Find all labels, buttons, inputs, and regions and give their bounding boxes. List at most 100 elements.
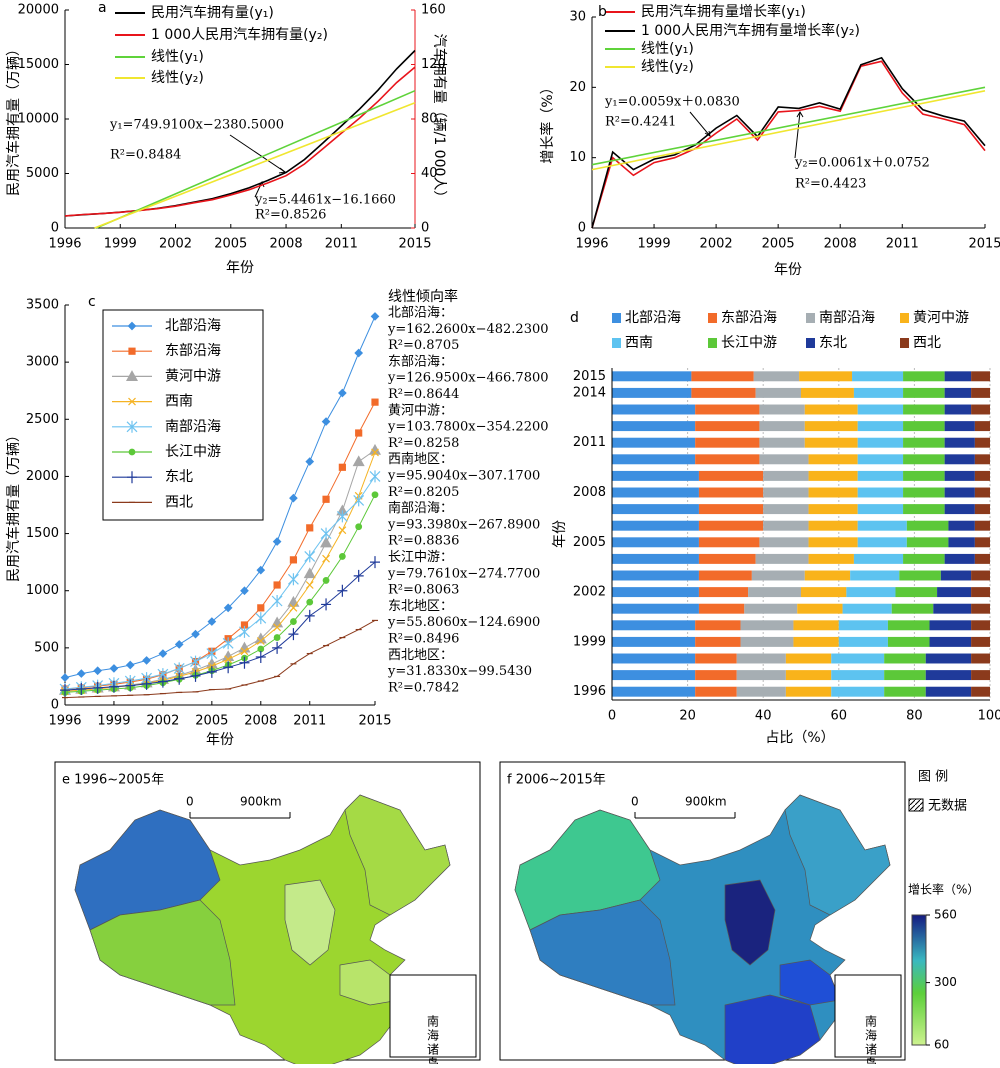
marker — [273, 634, 281, 641]
bar-segment — [971, 587, 990, 598]
bar-segment — [884, 686, 926, 697]
bar-segment — [850, 570, 900, 581]
panel-letter: b — [598, 4, 607, 20]
legend-swatch — [612, 313, 621, 323]
marker — [158, 649, 168, 658]
x-tick-label: 2008 — [244, 714, 277, 729]
annotation: y₂=5.4461x−16.1660 — [254, 193, 396, 208]
bar-segment — [971, 620, 990, 631]
marker — [174, 672, 185, 685]
x-tick-label: 2005 — [762, 237, 795, 252]
marker — [191, 629, 200, 639]
scale-distance: 900km — [685, 795, 727, 809]
marker — [92, 681, 103, 694]
legend-label: 南部沿海 — [165, 419, 221, 435]
bar-segment — [971, 686, 990, 697]
bar-segment — [698, 537, 760, 548]
bar-segment — [944, 470, 975, 481]
x-tick-label: 2002 — [700, 237, 733, 252]
marker — [76, 669, 86, 678]
y2-tick-label: 0 — [421, 221, 429, 236]
y-tick-label: 2015 — [573, 369, 606, 384]
y-tick-label: 500 — [34, 640, 59, 655]
bar-segment — [736, 653, 786, 664]
marker — [256, 565, 266, 575]
legend-label: 黄河中游 — [165, 367, 221, 384]
bar-segment — [759, 404, 805, 415]
series-line — [591, 90, 986, 171]
map-f — [499, 761, 906, 1068]
legend-label: 线性(y₁) — [151, 49, 204, 65]
marker — [370, 556, 380, 569]
fit-line: y=31.8330x−99.5430 — [387, 664, 532, 679]
bar-segment — [857, 537, 907, 548]
bar-segment — [974, 437, 990, 448]
series-line — [64, 476, 376, 690]
legend-label: 民用汽车拥有量(y₁) — [151, 4, 274, 21]
fit-line: 东部沿海： — [388, 354, 453, 369]
legend-label: 北部沿海 — [625, 310, 681, 326]
marker — [128, 397, 136, 406]
marker — [287, 573, 299, 586]
legend-label: 线性(y₁) — [641, 41, 694, 57]
y-tick-label: 0 — [51, 221, 59, 236]
marker — [127, 471, 137, 484]
bar-segment — [857, 504, 904, 515]
marker — [272, 537, 282, 546]
legend-swatch — [806, 313, 815, 323]
bar-segment — [785, 670, 832, 681]
x-axis-label: 年份 — [226, 260, 254, 276]
marker — [353, 494, 365, 507]
x-tick-label: 40 — [755, 709, 772, 724]
bar-segment — [808, 504, 858, 515]
marker — [125, 679, 136, 692]
bar-segment — [903, 404, 945, 415]
bar-segment — [906, 520, 949, 531]
marker — [60, 684, 70, 697]
panel-letter: c — [88, 294, 96, 310]
series-line — [64, 49, 416, 217]
marker — [206, 665, 217, 678]
bar-segment — [903, 437, 945, 448]
bar-segment — [899, 570, 941, 581]
bar-segment — [857, 520, 907, 531]
marker — [337, 584, 348, 597]
map-title: e 1996~2005年 — [62, 773, 164, 788]
annotation: y₁=749.9100x−2380.5000 — [109, 118, 284, 133]
bar-segment — [974, 537, 990, 548]
bar-segment — [831, 653, 885, 664]
bar-segment — [857, 404, 904, 415]
fit-line: 南部沿海： — [388, 500, 453, 516]
fit-line: y=93.3980x−267.8900 — [387, 517, 540, 532]
bar-segment — [971, 636, 990, 647]
bar-segment — [842, 603, 892, 614]
marker — [141, 677, 152, 690]
marker — [255, 612, 267, 625]
bar-segment — [971, 570, 990, 581]
marker — [305, 581, 314, 589]
y2-tick-label: 120 — [421, 57, 446, 72]
marker — [240, 586, 249, 596]
fit-line: y=95.9040x−307.1700 — [387, 469, 540, 484]
legend-label: 南部沿海 — [819, 310, 875, 326]
marker — [306, 598, 314, 606]
fit-line: 西北地区： — [388, 648, 453, 663]
legend-label: 1 000人民用汽车拥有量增长率(y₂) — [641, 22, 860, 39]
bar-segment — [944, 371, 972, 382]
bar-segment — [748, 587, 801, 598]
legend-label: 线性(y₂) — [641, 59, 694, 75]
y-tick-label: 20 — [569, 80, 586, 95]
marker — [273, 581, 281, 589]
legend-label: 西南 — [165, 394, 193, 410]
bar-segment — [808, 553, 854, 564]
bar-segment — [944, 504, 975, 515]
x-tick-label: 2002 — [159, 237, 192, 252]
legend-box — [102, 309, 264, 521]
bar-segment — [853, 553, 904, 564]
scale-zero: 0 — [631, 795, 639, 809]
y-tick-label: 1500 — [26, 526, 59, 541]
marker — [289, 556, 298, 564]
bar-segment — [903, 553, 945, 564]
no-data-label: 无数据 — [928, 799, 967, 814]
